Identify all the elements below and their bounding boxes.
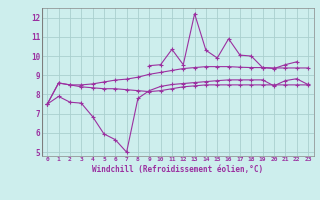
X-axis label: Windchill (Refroidissement éolien,°C): Windchill (Refroidissement éolien,°C) [92, 165, 263, 174]
